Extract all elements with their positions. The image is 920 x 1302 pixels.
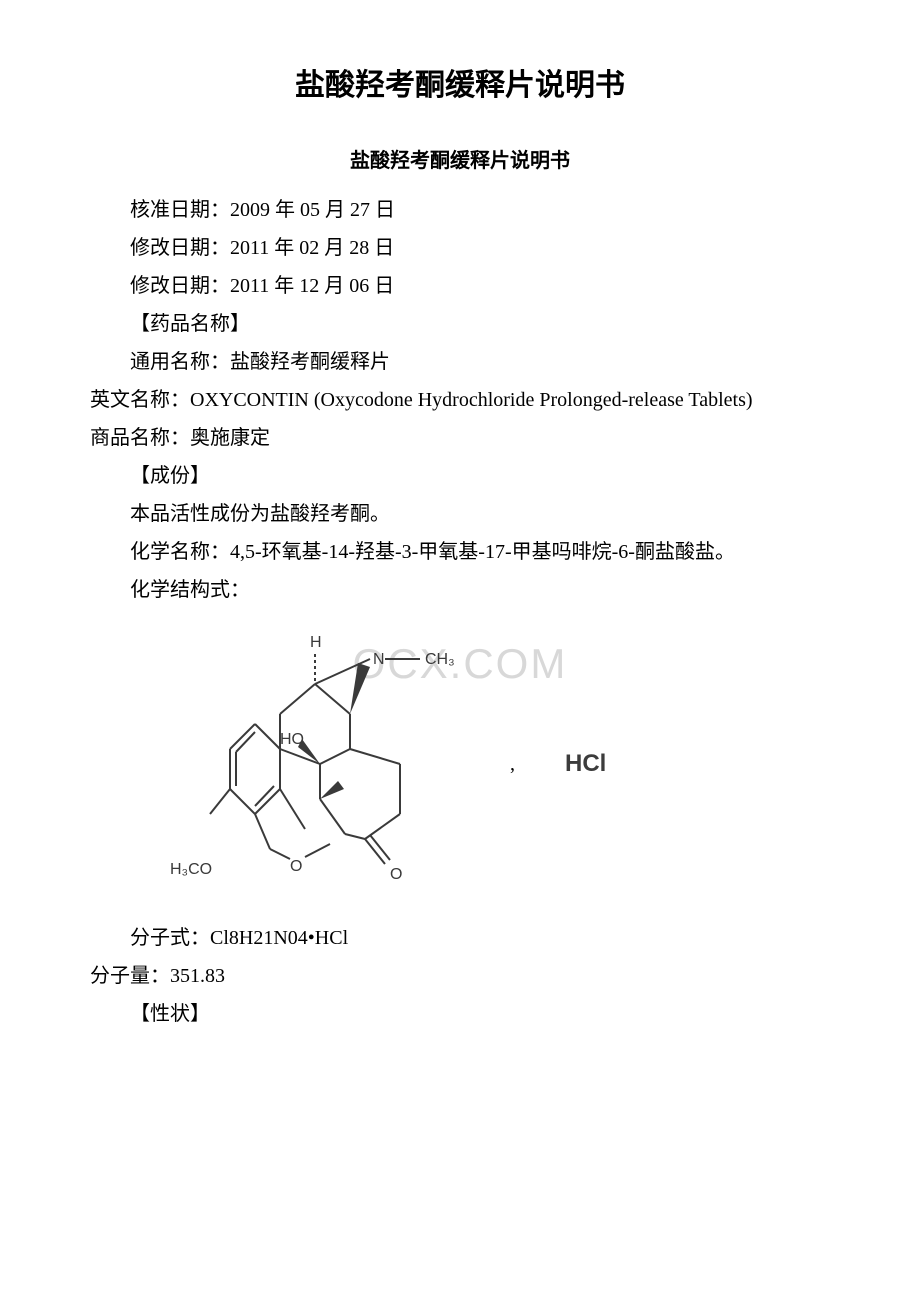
hcl-label: HCl [565, 750, 606, 778]
chemical-name: 化学名称：4,5-环氧基-14-羟基-3-甲氧基-17-甲基吗啡烷-6-酮盐酸盐… [90, 533, 830, 571]
section-ingredients: 【成份】 [90, 457, 830, 495]
molecular-weight: 分子量：351.83 [90, 957, 830, 995]
active-ingredient: 本品活性成份为盐酸羟考酮。 [90, 495, 830, 533]
label-o2: O [390, 866, 402, 883]
chemical-structure-diagram: H N CH₃ HO H₃CO O O , HCl [170, 619, 830, 909]
generic-name: 通用名称：盐酸羟考酮缓释片 [90, 343, 830, 381]
label-ho: HO [280, 731, 304, 748]
section-drug-name: 【药品名称】 [90, 305, 830, 343]
comma-separator: , [510, 753, 515, 776]
revision-date-1: 修改日期：2011 年 02 月 28 日 [90, 229, 830, 267]
trade-name: 商品名称：奥施康定 [90, 419, 830, 457]
label-n: N [373, 651, 385, 668]
molecule-svg: H N CH₃ HO H₃CO O O [170, 619, 480, 909]
document-content: 盐酸羟考酮缓释片说明书 盐酸羟考酮缓释片说明书 核准日期：2009 年 05 月… [90, 60, 830, 1033]
approval-date: 核准日期：2009 年 05 月 27 日 [90, 191, 830, 229]
english-name: 英文名称：OXYCONTIN (Oxycodone Hydrochloride … [90, 381, 830, 419]
label-h3co: H₃CO [170, 861, 212, 878]
label-o1: O [290, 858, 302, 875]
label-ch3: CH₃ [425, 651, 455, 668]
chemical-structure-label: 化学结构式： [90, 571, 830, 609]
molecular-formula: 分子式：Cl8H21N04•HCl [90, 919, 830, 957]
sub-title: 盐酸羟考酮缓释片说明书 [90, 144, 830, 173]
section-properties: 【性状】 [90, 995, 830, 1033]
label-h-top: H [310, 634, 322, 651]
main-title: 盐酸羟考酮缓释片说明书 [90, 60, 830, 104]
revision-date-2: 修改日期：2011 年 12 月 06 日 [90, 267, 830, 305]
